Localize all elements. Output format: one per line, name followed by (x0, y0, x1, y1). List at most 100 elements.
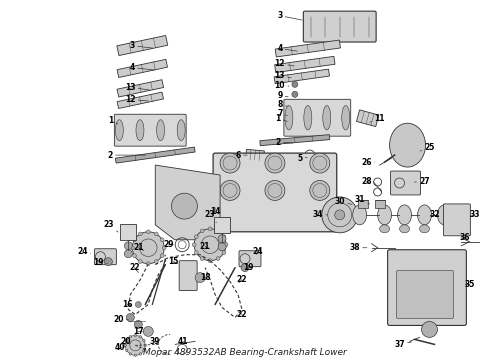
Circle shape (195, 251, 198, 255)
Text: 12: 12 (275, 59, 294, 68)
Text: 19: 19 (93, 258, 107, 267)
Text: 24: 24 (77, 247, 91, 256)
Circle shape (192, 243, 196, 247)
Circle shape (144, 344, 147, 347)
Circle shape (265, 180, 285, 201)
FancyBboxPatch shape (303, 11, 376, 42)
Text: 7: 7 (277, 109, 287, 118)
Polygon shape (356, 110, 379, 127)
Circle shape (129, 353, 131, 355)
Circle shape (130, 246, 134, 249)
Text: 23: 23 (103, 220, 118, 232)
Circle shape (218, 243, 226, 251)
Text: 22: 22 (237, 310, 247, 319)
Text: 21: 21 (200, 242, 210, 251)
Circle shape (220, 153, 240, 173)
Text: 10: 10 (275, 81, 289, 90)
Circle shape (125, 349, 128, 351)
Circle shape (143, 349, 145, 351)
Polygon shape (274, 69, 329, 84)
Circle shape (124, 242, 132, 250)
Circle shape (160, 238, 164, 242)
Text: 1: 1 (275, 114, 287, 123)
Text: 26: 26 (362, 158, 375, 167)
Text: 40: 40 (115, 343, 125, 352)
Circle shape (138, 232, 142, 236)
Polygon shape (117, 59, 168, 77)
Circle shape (200, 229, 204, 233)
Circle shape (139, 353, 142, 355)
Text: 14: 14 (210, 207, 220, 216)
Circle shape (126, 314, 134, 321)
Polygon shape (116, 147, 195, 163)
Ellipse shape (323, 105, 331, 130)
Circle shape (292, 101, 298, 107)
Ellipse shape (136, 120, 144, 141)
Text: 2: 2 (275, 138, 293, 147)
Circle shape (124, 250, 132, 258)
Circle shape (134, 334, 137, 337)
Circle shape (154, 260, 158, 264)
Text: 13: 13 (275, 71, 291, 80)
FancyBboxPatch shape (179, 261, 197, 291)
Polygon shape (275, 57, 335, 73)
FancyBboxPatch shape (388, 250, 466, 325)
FancyBboxPatch shape (443, 204, 470, 236)
Polygon shape (260, 135, 330, 146)
FancyBboxPatch shape (95, 249, 116, 265)
Text: 8: 8 (277, 100, 288, 109)
Ellipse shape (177, 120, 185, 141)
Bar (121, 224, 136, 240)
Polygon shape (117, 36, 168, 55)
Circle shape (208, 259, 212, 262)
Text: 22: 22 (129, 263, 140, 273)
Polygon shape (245, 149, 264, 161)
Text: 41: 41 (178, 337, 189, 346)
Circle shape (208, 227, 212, 231)
Text: 36: 36 (459, 233, 469, 242)
Polygon shape (117, 92, 164, 108)
Text: 9: 9 (277, 91, 288, 100)
Circle shape (132, 254, 136, 258)
Text: 25: 25 (420, 143, 435, 152)
Circle shape (143, 327, 153, 336)
Ellipse shape (397, 205, 412, 225)
Circle shape (172, 193, 197, 219)
Ellipse shape (285, 105, 293, 130)
Text: 28: 28 (361, 177, 372, 186)
Circle shape (292, 111, 298, 117)
Ellipse shape (353, 205, 367, 225)
Circle shape (292, 81, 298, 87)
Text: 3: 3 (277, 11, 302, 20)
Text: 2: 2 (108, 150, 146, 159)
Ellipse shape (380, 225, 390, 233)
Ellipse shape (342, 105, 350, 130)
Circle shape (200, 257, 204, 261)
Circle shape (129, 336, 131, 338)
Circle shape (154, 232, 158, 236)
Circle shape (143, 339, 145, 342)
Circle shape (135, 302, 141, 307)
Ellipse shape (399, 225, 410, 233)
Bar (358, 200, 368, 208)
Circle shape (310, 180, 330, 201)
Circle shape (194, 229, 226, 261)
Circle shape (132, 238, 136, 242)
Ellipse shape (157, 120, 165, 141)
Bar (375, 200, 385, 208)
Ellipse shape (378, 205, 392, 225)
Text: 38: 38 (349, 243, 367, 252)
Text: 18: 18 (200, 273, 210, 282)
Circle shape (220, 180, 240, 201)
Circle shape (162, 246, 166, 249)
Circle shape (138, 260, 142, 264)
Text: 21: 21 (133, 243, 144, 252)
Text: 32: 32 (429, 210, 440, 219)
Text: 13: 13 (125, 83, 149, 92)
Circle shape (224, 243, 228, 247)
Text: 30: 30 (335, 197, 352, 206)
Text: 11: 11 (369, 114, 385, 123)
Text: 16: 16 (122, 300, 133, 309)
Circle shape (216, 257, 220, 261)
Circle shape (134, 320, 142, 328)
